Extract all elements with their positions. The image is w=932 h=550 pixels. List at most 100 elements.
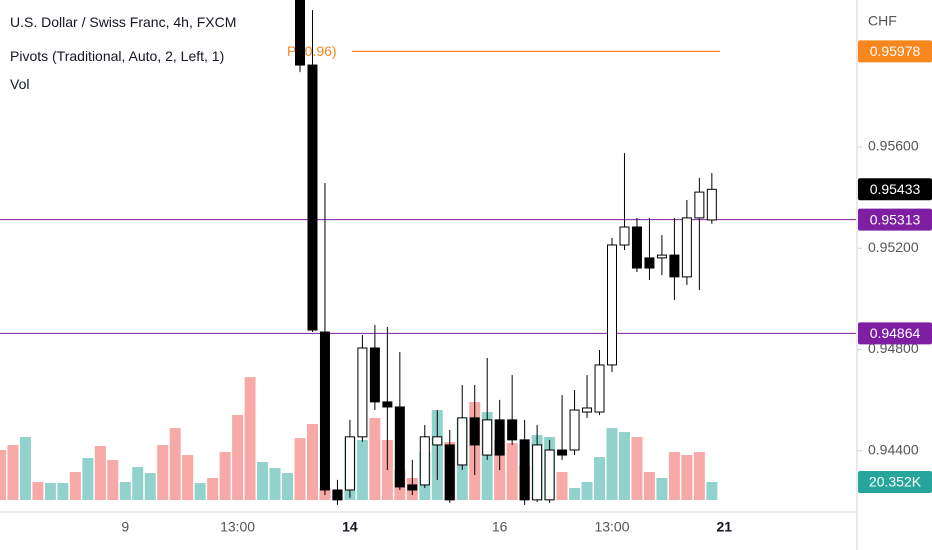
candle-body (432, 436, 443, 446)
x-tick-label: 13:00 (220, 519, 255, 535)
candle-body (407, 484, 418, 491)
candle-body (332, 489, 343, 501)
volume-bar (94, 446, 106, 500)
pivots-legend: Pivots (Traditional, Auto, 2, Left, 1) (10, 48, 225, 64)
pivot-label: P (0.96) (287, 43, 337, 59)
volume-bar (57, 483, 69, 500)
volume-bar (219, 452, 231, 500)
volume-bar (294, 438, 306, 500)
candle-body (619, 226, 630, 246)
candle-body (656, 254, 667, 259)
volume-bar (606, 428, 618, 500)
volume-bar (207, 478, 219, 500)
volume-bar (356, 440, 368, 500)
y-tick-label: 0.94400 (868, 441, 919, 457)
candle-body (369, 347, 380, 403)
volume-bar (494, 440, 506, 500)
volume-bar (257, 462, 269, 500)
volume-bar (581, 481, 593, 500)
candle-body (295, 0, 305, 66)
candle-body (557, 449, 568, 456)
candle-body (681, 217, 692, 278)
candle-body (582, 407, 593, 413)
volume-bar (107, 460, 119, 500)
volume-bar (569, 487, 581, 500)
candle-body (669, 254, 680, 278)
price-box (858, 322, 932, 345)
volume-bar (7, 445, 19, 500)
candle-body (569, 409, 580, 451)
candle-body (607, 244, 617, 366)
volume-bar (668, 452, 680, 500)
candle-body (344, 436, 355, 491)
volume-bar (144, 473, 156, 500)
candle-body (444, 444, 455, 501)
candle-body (494, 419, 505, 456)
volume-bar (119, 481, 131, 500)
y-tick-label: 0.95200 (868, 239, 919, 255)
volume-bar (656, 478, 668, 500)
vol-legend: Vol (10, 76, 30, 92)
volume-bar (194, 483, 206, 500)
volume-bar (506, 443, 518, 500)
volume-bar (381, 440, 393, 500)
x-tick-label: 14 (342, 519, 358, 535)
price-box-label: 0.95433 (870, 181, 921, 197)
candle-body (382, 401, 393, 408)
price-box (858, 178, 932, 201)
volume-bar (157, 445, 169, 500)
volume-bar (643, 471, 655, 500)
candle-body (357, 347, 368, 438)
candle-body (519, 439, 530, 501)
x-tick-label: 9 (121, 519, 129, 535)
price-box (858, 208, 932, 231)
volume-bar (169, 428, 181, 500)
volume-bar (631, 437, 643, 500)
symbol-title: U.S. Dollar / Swiss Franc, 4h, FXCM (10, 14, 237, 30)
candle-body (307, 64, 318, 331)
candle-body (469, 417, 480, 446)
price-box-label: 0.95978 (870, 43, 921, 59)
y-tick-label: 0.95600 (868, 138, 919, 154)
volume-bar (0, 450, 6, 500)
price-box-label: 0.94864 (870, 325, 921, 341)
volume-bar (556, 471, 568, 500)
volume-bar (69, 471, 81, 500)
volume-bar (693, 452, 705, 500)
volume-bar (681, 455, 693, 500)
volume-bar (232, 415, 244, 500)
x-tick-label: 21 (717, 519, 733, 535)
volume-bar (32, 481, 44, 500)
candle-body (507, 419, 518, 441)
volume-bar (182, 455, 194, 500)
volume-bar (369, 418, 381, 500)
volume-bar (269, 468, 281, 500)
price-box-label: 0.95313 (870, 211, 921, 227)
volume-bar (706, 482, 718, 500)
candle-body (532, 444, 543, 501)
x-tick-label: 13:00 (594, 519, 629, 535)
candle-body (482, 419, 493, 456)
price-box (858, 40, 932, 63)
candle-body (706, 188, 717, 221)
candle-body (594, 364, 605, 413)
volume-bar (82, 458, 94, 500)
candle-body (694, 191, 705, 219)
volume-bar (306, 424, 318, 500)
volume-bar (44, 483, 56, 500)
price-box-label: 20.352K (869, 474, 922, 490)
candle-body (419, 436, 430, 486)
currency-label: CHF (868, 13, 897, 29)
price-box (858, 471, 932, 494)
volume-bar (244, 377, 256, 500)
volume-bar (594, 457, 606, 500)
candle-body (544, 449, 555, 501)
volume-bar (618, 432, 630, 500)
candle-body (631, 226, 642, 269)
volume-bar (132, 467, 144, 500)
candle-body (394, 406, 405, 488)
volume-bar (282, 473, 294, 500)
volume-bar (19, 437, 31, 500)
